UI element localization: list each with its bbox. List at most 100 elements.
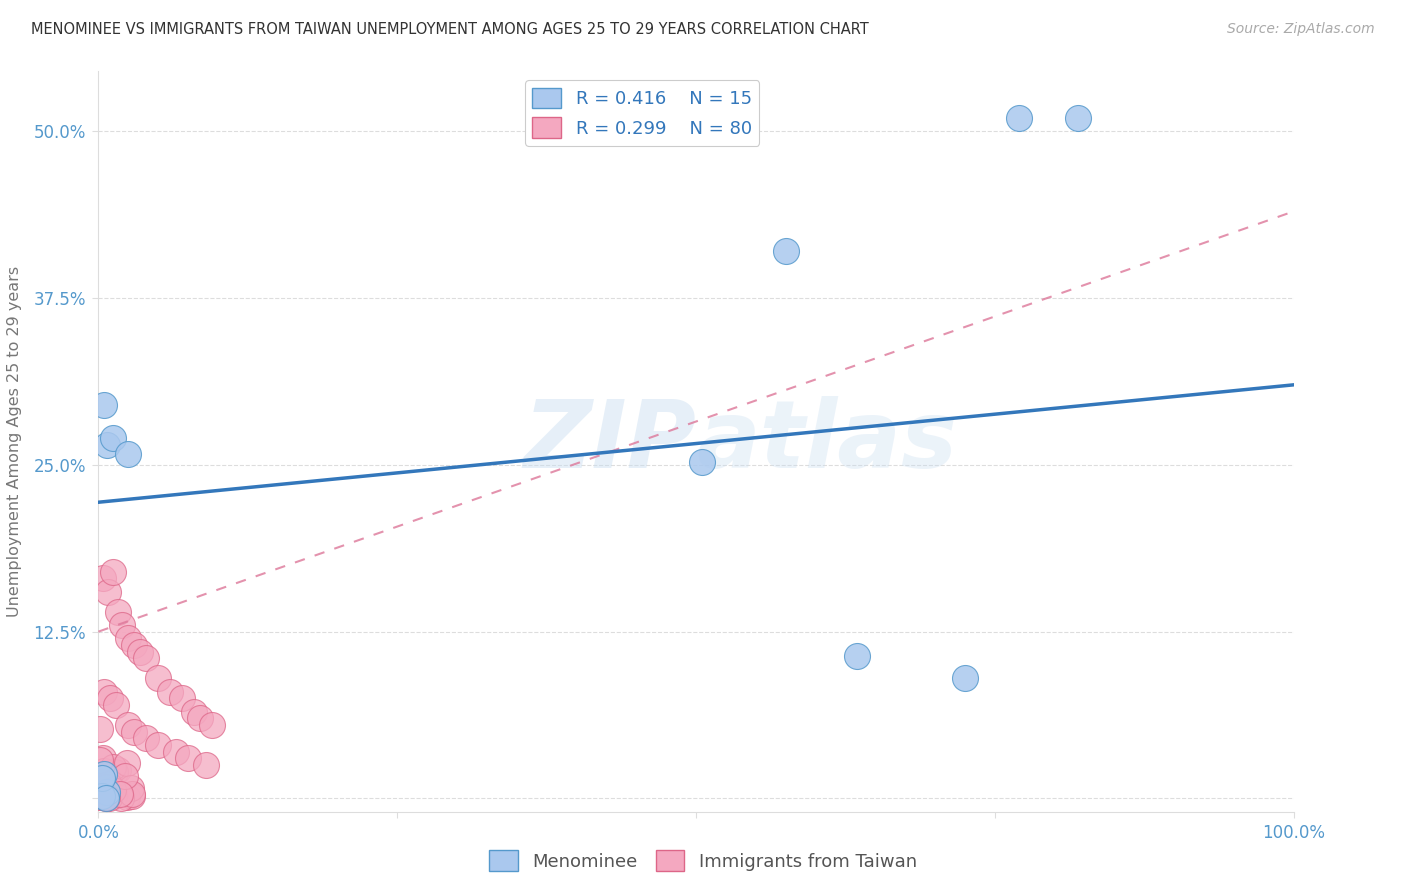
Point <box>90 772 112 786</box>
Point <box>87 786 110 800</box>
Point <box>96 438 118 452</box>
Point <box>107 763 129 777</box>
Point <box>124 724 146 739</box>
Point <box>97 790 120 805</box>
Point <box>96 790 118 805</box>
Point <box>98 778 121 792</box>
Legend: Menominee, Immigrants from Taiwan: Menominee, Immigrants from Taiwan <box>482 843 924 879</box>
Point <box>177 751 200 765</box>
Point <box>195 758 218 772</box>
Point <box>117 632 139 646</box>
Point <box>90 788 112 802</box>
Point <box>129 645 152 659</box>
Point <box>101 565 124 579</box>
Point <box>90 772 112 786</box>
Point <box>201 718 224 732</box>
Point <box>121 787 143 801</box>
Point <box>94 780 117 794</box>
Point <box>89 753 111 767</box>
Point <box>91 750 114 764</box>
Point <box>93 767 115 781</box>
Point <box>89 780 111 795</box>
Point <box>775 244 797 259</box>
Point <box>117 718 139 732</box>
Point <box>188 711 211 725</box>
Point <box>110 791 132 805</box>
Point <box>94 785 117 799</box>
Point <box>135 731 157 746</box>
Text: ZIP: ZIP <box>523 395 696 488</box>
Point <box>846 648 869 663</box>
Point <box>1067 111 1090 125</box>
Point <box>96 771 118 785</box>
Point <box>107 605 129 619</box>
Point <box>90 790 112 805</box>
Point <box>121 789 143 803</box>
Point <box>89 768 111 782</box>
Point <box>101 759 124 773</box>
Point <box>103 789 125 804</box>
Point <box>90 789 112 804</box>
Point <box>124 638 146 652</box>
Text: MENOMINEE VS IMMIGRANTS FROM TAIWAN UNEMPLOYMENT AMONG AGES 25 TO 29 YEARS CORRE: MENOMINEE VS IMMIGRANTS FROM TAIWAN UNEM… <box>31 22 869 37</box>
Text: Source: ZipAtlas.com: Source: ZipAtlas.com <box>1227 22 1375 37</box>
Point <box>1008 111 1031 125</box>
Point <box>93 684 115 698</box>
Point <box>94 791 117 805</box>
Point <box>100 788 122 802</box>
Point <box>165 745 187 759</box>
Point <box>89 783 111 797</box>
Point <box>148 738 170 752</box>
Point <box>96 790 118 805</box>
Point <box>90 776 112 790</box>
Point <box>93 764 115 779</box>
Point <box>690 455 713 469</box>
Point <box>91 775 114 789</box>
Point <box>91 789 114 803</box>
Point <box>97 584 120 599</box>
Point <box>148 671 170 685</box>
Point <box>89 768 111 782</box>
Point <box>89 771 111 785</box>
Point <box>89 722 111 736</box>
Point <box>111 618 134 632</box>
Text: atlas: atlas <box>696 395 957 488</box>
Point <box>114 769 136 783</box>
Point <box>135 651 157 665</box>
Point <box>101 431 124 445</box>
Point <box>953 671 976 685</box>
Point <box>91 772 114 786</box>
Point <box>94 791 117 805</box>
Point <box>104 765 127 780</box>
Point <box>96 785 118 799</box>
Point <box>87 779 110 793</box>
Point <box>159 684 181 698</box>
Point <box>115 756 138 771</box>
Point <box>93 768 115 782</box>
Point <box>183 705 205 719</box>
Point <box>87 785 110 799</box>
Point <box>117 447 139 461</box>
Point <box>94 780 117 794</box>
Point <box>87 782 110 797</box>
Point <box>93 789 115 804</box>
Point <box>96 790 118 805</box>
Point <box>172 691 194 706</box>
Point <box>94 785 117 799</box>
Legend: R = 0.416    N = 15, R = 0.299    N = 80: R = 0.416 N = 15, R = 0.299 N = 80 <box>526 80 759 145</box>
Point <box>115 789 138 804</box>
Point <box>101 783 124 797</box>
Point <box>108 787 131 801</box>
Y-axis label: Unemployment Among Ages 25 to 29 years: Unemployment Among Ages 25 to 29 years <box>7 266 22 617</box>
Point <box>105 698 128 712</box>
Point <box>89 767 111 781</box>
Point <box>93 398 115 412</box>
Point <box>90 790 112 805</box>
Point <box>87 775 110 789</box>
Point <box>96 785 118 799</box>
Point <box>120 781 142 796</box>
Point <box>98 691 122 706</box>
Point <box>98 786 121 800</box>
Point <box>91 784 114 798</box>
Point <box>96 784 118 798</box>
